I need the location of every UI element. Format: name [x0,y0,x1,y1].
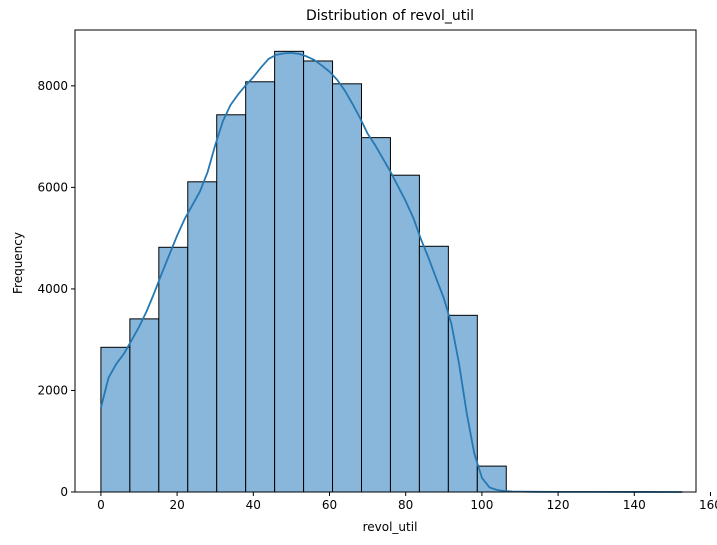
y-tick-label-8000: 8000 [37,79,68,93]
kde-line [100,51,683,493]
histogram-bar-7 [303,60,334,493]
plot-area: 0 20 40 60 80 100 120 140 160 0 2000 4000 6000 8000 [37,29,717,512]
x-tick-label-80: 80 [398,498,413,512]
y-tick-label-2000: 2000 [37,383,68,397]
histogram-bar-0 [100,346,131,493]
y-tick-label-6000: 6000 [37,180,68,194]
histogram-bar-4 [216,114,247,493]
y-tick-label-0: 0 [60,485,68,499]
x-tick-label-120: 120 [547,498,570,512]
histogram-bar-1 [129,318,160,493]
histogram-bar-3 [187,181,218,493]
x-axis-label: revol_util [363,520,418,534]
x-tick-label-0: 0 [97,498,105,512]
x-tick-label-40: 40 [246,498,261,512]
histogram-bar-8 [332,83,362,493]
histogram-bar-10 [389,174,420,493]
histogram-bar-12 [447,314,478,493]
x-tick-label-20: 20 [169,498,184,512]
chart-title: Distribution of revol_util [306,8,474,24]
x-tick-label-100: 100 [470,498,493,512]
axes-frame [74,29,697,493]
x-tick-label-160: 160 [699,498,717,512]
histogram-bar-11 [418,245,449,493]
x-tick-label-60: 60 [322,498,337,512]
x-tick-label-140: 140 [623,498,646,512]
y-tick-label-4000: 4000 [37,282,68,296]
histogram-bar-9 [360,137,391,493]
histogram-bar-6 [274,50,305,493]
y-axis-label: Frequency [11,232,25,294]
histogram-bar-2 [158,246,189,493]
histogram-bar-5 [245,81,276,493]
